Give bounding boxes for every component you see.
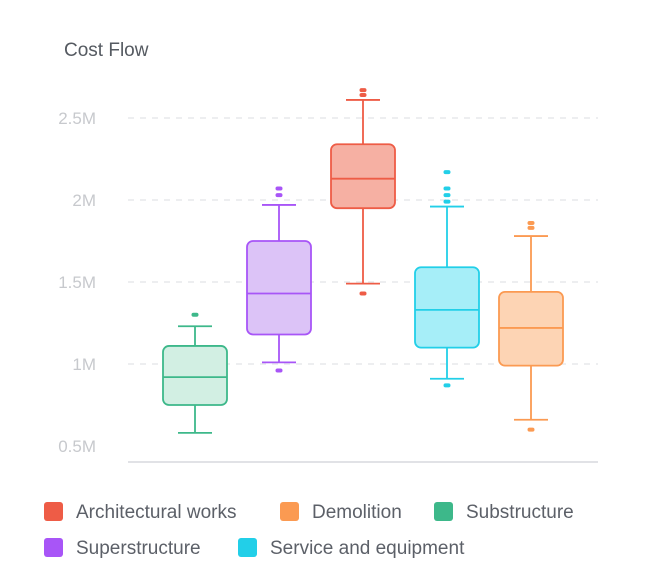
box-plots (162, 88, 564, 434)
outlier-point (359, 88, 367, 93)
legend-label: Service and equipment (270, 538, 465, 559)
box-superstructure (246, 186, 312, 373)
legend-item-superstructure[interactable]: Superstructure (44, 538, 201, 559)
box-substructure (162, 312, 228, 434)
outlier-point (443, 199, 451, 204)
outlier-point (443, 170, 451, 175)
outlier-point (191, 312, 199, 317)
outlier-point (275, 186, 283, 191)
box-iqr (246, 240, 312, 336)
legend-swatch (44, 538, 63, 557)
legend-swatch (238, 538, 257, 557)
box-service-and-equipment (414, 170, 480, 388)
y-tick-label-1-5m: 1.5M (58, 273, 96, 292)
box-iqr (414, 266, 480, 349)
legend-label: Demolition (312, 502, 402, 523)
legend-item-service-and-equipment[interactable]: Service and equipment (238, 538, 465, 559)
legend-swatch (280, 502, 299, 521)
legend-swatch (44, 502, 63, 521)
chart-title: Cost Flow (64, 40, 149, 61)
y-tick-label-2-5m: 2.5M (58, 109, 96, 128)
outlier-point (275, 193, 283, 198)
y-tick-label-0-5m: 0.5M (58, 437, 96, 456)
legend-label: Architectural works (76, 502, 237, 523)
legend-item-substructure[interactable]: Substructure (434, 502, 574, 523)
legend-item-architectural-works[interactable]: Architectural works (44, 502, 237, 523)
outlier-point (527, 427, 535, 432)
y-tick-label-1m: 1M (72, 355, 96, 374)
outlier-point (443, 186, 451, 191)
outlier-point (359, 93, 367, 98)
legend-item-demolition[interactable]: Demolition (280, 502, 402, 523)
outlier-point (527, 225, 535, 230)
box-iqr (330, 143, 396, 210)
legend: Architectural works Demolition Substructur… (44, 502, 574, 559)
box-iqr (162, 345, 228, 406)
legend-label: Substructure (466, 502, 574, 523)
box-demolition (498, 220, 564, 432)
legend-swatch (434, 502, 453, 521)
outlier-point (443, 383, 451, 388)
y-tick-label-2m: 2M (72, 191, 96, 210)
outlier-point (443, 193, 451, 198)
outlier-point (359, 291, 367, 296)
box-architectural-works (330, 88, 396, 296)
outlier-point (275, 368, 283, 373)
y-axis-ticks: 2.5M 2M 1.5M 1M 0.5M (58, 109, 96, 456)
outlier-point (527, 220, 535, 225)
legend-label: Superstructure (76, 538, 201, 559)
